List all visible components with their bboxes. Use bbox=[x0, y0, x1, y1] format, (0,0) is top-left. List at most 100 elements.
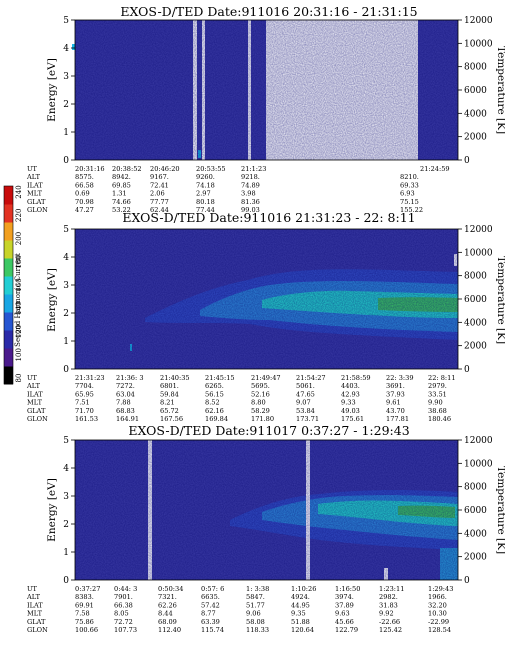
orbit-cell: 21:40:35 bbox=[160, 374, 190, 382]
y2-tick-label: 12000 bbox=[464, 16, 493, 26]
colorbar-swatch bbox=[4, 366, 13, 385]
colorbar-swatch bbox=[4, 204, 13, 223]
y2-tick-label: 0 bbox=[464, 156, 470, 166]
colorbar-swatch bbox=[4, 222, 13, 241]
y-tick-label: 4 bbox=[63, 44, 69, 54]
orbit-cell: 6265. bbox=[205, 382, 224, 390]
orbit-cell: 112.40 bbox=[158, 626, 181, 634]
y2-tick-label: 12000 bbox=[464, 436, 493, 446]
orbit-cell: 175.61 bbox=[341, 415, 364, 423]
panel-3-y-ticks: 0 1 2 3 4 5 bbox=[63, 436, 75, 586]
y2-tick-label: 2000 bbox=[464, 342, 487, 352]
orbit-cell: 21:54:27 bbox=[296, 374, 326, 382]
orbit-cell: 9.61 bbox=[386, 399, 401, 407]
orbit-row-label: ALT bbox=[26, 593, 41, 601]
y-tick-label: 1 bbox=[63, 128, 69, 138]
orbit-cell: 69.91 bbox=[75, 601, 94, 609]
orbit-cell: 2.97 bbox=[196, 190, 211, 198]
orbit-cell: 128.54 bbox=[428, 626, 451, 634]
orbit-cell: 1:29:43 bbox=[428, 585, 453, 593]
orbit-row-label: MLT bbox=[27, 610, 43, 618]
panel-1-y-label: Energy [eV] bbox=[46, 58, 58, 122]
orbit-cell: 21:36: 3 bbox=[116, 374, 144, 382]
orbit-cell: 120.64 bbox=[291, 626, 314, 634]
orbit-cell: 8.21 bbox=[160, 399, 175, 407]
orbit-row-label: ILAT bbox=[27, 390, 43, 398]
y2-tick-label: 2000 bbox=[464, 553, 487, 563]
colorbar-title: Second Harmonic Current bbox=[14, 253, 22, 347]
orbit-cell: 6.93 bbox=[400, 190, 415, 198]
y2-tick-label: 12000 bbox=[464, 225, 493, 235]
orbit-cell: 161.53 bbox=[75, 415, 98, 423]
orbit-cell: 167.56 bbox=[160, 415, 183, 423]
panel-3-noise bbox=[75, 440, 458, 580]
orbit-cell: 72.41 bbox=[150, 181, 169, 189]
orbit-cell: 0:57: 6 bbox=[201, 585, 224, 593]
orbit-cell: 177.81 bbox=[386, 415, 409, 423]
orbit-cell: 37.93 bbox=[386, 390, 405, 398]
orbit-cell: 74.89 bbox=[241, 181, 260, 189]
orbit-cell: 49.03 bbox=[341, 407, 360, 415]
orbit-cell: 51.88 bbox=[291, 618, 310, 626]
orbit-cell: 100.66 bbox=[75, 626, 98, 634]
y2-tick-label: 10000 bbox=[464, 459, 493, 469]
orbit-row-label: GLON bbox=[27, 415, 48, 423]
orbit-cell: 7272. bbox=[116, 382, 135, 390]
panel-1-y-ticks: 0 1 2 3 4 5 bbox=[63, 16, 75, 166]
colorbar-tick-label: 160 bbox=[15, 278, 23, 291]
orbit-cell: 20:53:55 bbox=[196, 165, 226, 173]
panel-1-plot bbox=[72, 19, 459, 161]
orbit-cell: -22.99 bbox=[428, 618, 449, 626]
y2-tick-label: 10000 bbox=[464, 248, 493, 258]
orbit-cell: 21:31:23 bbox=[75, 374, 105, 382]
panel-2: EXOS-D/TED Date:911016 21:31:23 - 22: 8:… bbox=[26, 210, 505, 423]
orbit-cell: 31.83 bbox=[379, 601, 398, 609]
orbit-row-label: ILAT bbox=[27, 601, 43, 609]
orbit-cell: 1966. bbox=[428, 593, 447, 601]
orbit-cell: 58.29 bbox=[251, 407, 270, 415]
orbit-row-label: UT bbox=[27, 165, 38, 173]
orbit-cell: 65.95 bbox=[75, 390, 94, 398]
orbit-cell: 8575. bbox=[75, 173, 94, 181]
panel-1-cyan-spot bbox=[72, 44, 75, 50]
orbit-cell: 45.66 bbox=[335, 618, 354, 626]
y-tick-label: 2 bbox=[63, 309, 69, 319]
orbit-row-label: ALT bbox=[26, 173, 41, 181]
orbit-cell: 5061. bbox=[296, 382, 315, 390]
orbit-cell: 69.85 bbox=[112, 181, 131, 189]
colorbar-tick-label: 200 bbox=[15, 232, 23, 245]
orbit-cell: 99.03 bbox=[241, 206, 260, 214]
panel-2-orbit-table: UTALTILATMLTGLATGLON21:31:237704.65.957.… bbox=[26, 374, 456, 423]
colorbar-tick-label: 120 bbox=[15, 325, 23, 338]
panel-2-y2-label: Temperature [K] bbox=[495, 256, 505, 344]
orbit-cell: 6635. bbox=[201, 593, 220, 601]
orbit-cell: 8.05 bbox=[114, 610, 129, 618]
orbit-cell: 8.80 bbox=[251, 399, 266, 407]
y2-tick-label: 8000 bbox=[464, 63, 487, 73]
orbit-cell: 9.63 bbox=[335, 610, 350, 618]
orbit-row-label: UT bbox=[27, 374, 38, 382]
orbit-cell: 21:24:59 bbox=[420, 165, 450, 173]
orbit-cell: 33.51 bbox=[428, 390, 447, 398]
colorbar-frame bbox=[3, 185, 14, 385]
colorbar-swatch bbox=[4, 276, 13, 295]
orbit-cell: 66.58 bbox=[75, 181, 94, 189]
orbit-cell: 74.18 bbox=[196, 181, 215, 189]
colorbar-swatches bbox=[3, 185, 14, 385]
panel-1-noise bbox=[75, 20, 458, 160]
orbit-cell: 51.77 bbox=[246, 601, 265, 609]
orbit-row-label: GLAT bbox=[27, 198, 46, 206]
colorbar-swatch bbox=[4, 330, 13, 349]
orbit-cell: 44.95 bbox=[291, 601, 310, 609]
orbit-cell: 68.83 bbox=[116, 407, 135, 415]
orbit-cell: 53.84 bbox=[296, 407, 315, 415]
panel-2-plot bbox=[74, 228, 459, 370]
colorbar-swatch bbox=[4, 186, 13, 205]
orbit-cell: 2979. bbox=[428, 382, 447, 390]
orbit-cell: 21:45:15 bbox=[205, 374, 235, 382]
y-tick-label: 2 bbox=[63, 100, 69, 110]
colorbar-tick-label: 240 bbox=[15, 185, 23, 198]
y2-tick-label: 2000 bbox=[464, 133, 487, 143]
y-tick-label: 0 bbox=[63, 365, 69, 375]
orbit-cell: 4924. bbox=[291, 593, 310, 601]
